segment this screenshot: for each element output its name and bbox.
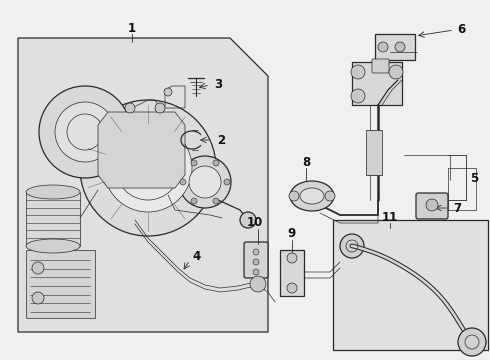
Circle shape — [240, 212, 256, 228]
Circle shape — [213, 198, 219, 204]
Circle shape — [189, 166, 221, 198]
Circle shape — [155, 103, 165, 113]
Bar — [448, 168, 476, 210]
Circle shape — [32, 262, 44, 274]
Circle shape — [164, 88, 172, 96]
Ellipse shape — [290, 181, 334, 211]
Text: 10: 10 — [247, 216, 263, 229]
FancyBboxPatch shape — [416, 193, 448, 219]
Circle shape — [253, 269, 259, 275]
Circle shape — [378, 42, 388, 52]
Circle shape — [253, 259, 259, 265]
Bar — [26, 192, 80, 246]
Text: 3: 3 — [214, 77, 222, 90]
Polygon shape — [98, 112, 185, 188]
Bar — [280, 250, 304, 296]
Text: 11: 11 — [382, 211, 398, 224]
Text: 2: 2 — [217, 134, 225, 147]
Text: 7: 7 — [453, 202, 461, 215]
Circle shape — [179, 156, 231, 208]
Circle shape — [458, 328, 486, 356]
Text: 6: 6 — [457, 23, 465, 36]
FancyBboxPatch shape — [244, 242, 268, 278]
Circle shape — [325, 191, 335, 201]
Ellipse shape — [26, 239, 80, 253]
Polygon shape — [18, 38, 268, 332]
Text: 5: 5 — [470, 171, 478, 185]
Circle shape — [224, 179, 230, 185]
Circle shape — [213, 160, 219, 166]
Circle shape — [351, 65, 365, 79]
Circle shape — [55, 102, 115, 162]
Circle shape — [351, 89, 365, 103]
Circle shape — [32, 292, 44, 304]
Circle shape — [426, 199, 438, 211]
Ellipse shape — [300, 188, 324, 204]
Text: 1: 1 — [128, 22, 136, 35]
Text: 4: 4 — [192, 251, 200, 264]
Bar — [352, 62, 402, 105]
Circle shape — [289, 191, 299, 201]
Circle shape — [191, 160, 197, 166]
Circle shape — [39, 86, 131, 178]
Circle shape — [253, 249, 259, 255]
Bar — [333, 220, 488, 350]
Circle shape — [125, 103, 135, 113]
Circle shape — [180, 179, 186, 185]
Circle shape — [191, 198, 197, 204]
Bar — [366, 130, 382, 175]
FancyBboxPatch shape — [372, 59, 389, 73]
Circle shape — [287, 253, 297, 263]
Bar — [26, 250, 95, 318]
Circle shape — [389, 65, 403, 79]
Ellipse shape — [26, 185, 80, 199]
Circle shape — [395, 42, 405, 52]
Circle shape — [250, 276, 266, 292]
Circle shape — [340, 234, 364, 258]
Circle shape — [80, 100, 216, 236]
Circle shape — [287, 283, 297, 293]
Bar — [375, 34, 415, 60]
Circle shape — [104, 124, 192, 212]
Text: 8: 8 — [302, 156, 310, 168]
Text: 9: 9 — [288, 226, 296, 239]
